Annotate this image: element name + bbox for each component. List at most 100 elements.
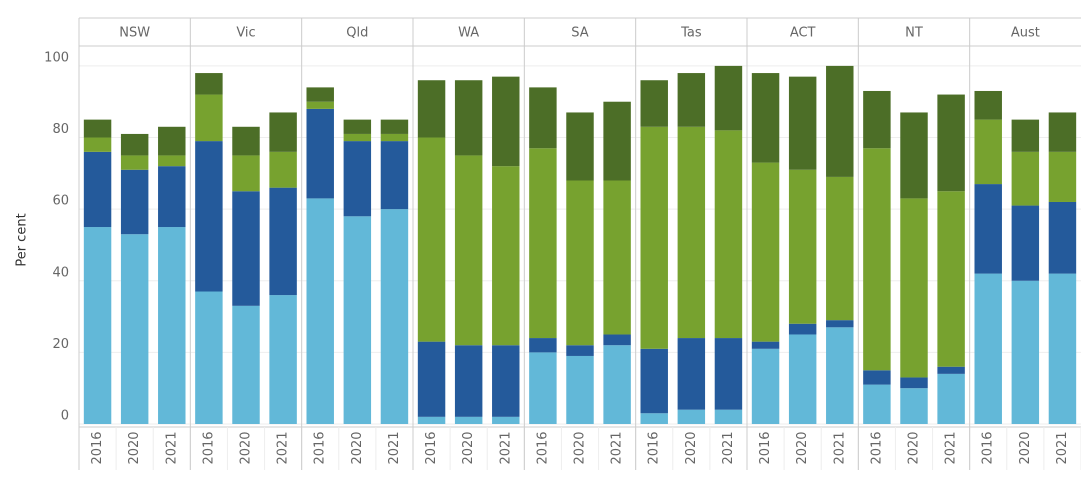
x-tick-label: 2020 bbox=[239, 431, 254, 464]
bar-segment bbox=[788, 323, 817, 335]
bar-segment bbox=[232, 126, 260, 156]
x-tick-label: 2021 bbox=[610, 431, 625, 464]
panel-label: Aust bbox=[1011, 26, 1040, 41]
bar-segment bbox=[529, 338, 557, 353]
panel-label: ACT bbox=[790, 26, 816, 41]
bar-segment bbox=[492, 416, 520, 424]
bar-segment bbox=[974, 273, 1002, 424]
x-tick-label: 2020 bbox=[461, 431, 476, 464]
bar-segment bbox=[83, 151, 112, 228]
x-tick-label: 2016 bbox=[313, 431, 328, 464]
bar-segment bbox=[120, 169, 149, 235]
bar-segment bbox=[900, 388, 928, 424]
bar-segment bbox=[83, 137, 112, 152]
bar-segment bbox=[454, 416, 483, 424]
bar-segment bbox=[751, 341, 780, 349]
x-tick-label: 2020 bbox=[1018, 431, 1033, 464]
bar-segment bbox=[974, 90, 1002, 120]
bar-segment bbox=[232, 191, 260, 306]
bar-segment bbox=[1048, 151, 1077, 202]
bar-segment bbox=[232, 305, 260, 424]
x-tick-label: 2021 bbox=[276, 431, 291, 464]
bar-segment bbox=[788, 334, 817, 424]
x-tick-label: 2020 bbox=[573, 431, 588, 464]
x-tick-label: 2020 bbox=[127, 431, 142, 464]
x-tick-label: 2021 bbox=[944, 431, 959, 464]
bar-segment bbox=[343, 119, 372, 134]
bar-segment bbox=[603, 101, 631, 181]
bar-segment bbox=[380, 133, 409, 142]
bar-segment bbox=[158, 155, 186, 167]
bar-segment bbox=[714, 409, 743, 424]
bar-segment bbox=[343, 141, 372, 217]
bar-segment bbox=[937, 373, 965, 424]
y-tick-label: 80 bbox=[52, 122, 69, 137]
x-tick-label: 2016 bbox=[869, 431, 884, 464]
bar-segment bbox=[1011, 151, 1040, 206]
bar-segment bbox=[492, 345, 520, 417]
bar-segment bbox=[937, 191, 965, 367]
bar-segment bbox=[343, 216, 372, 424]
bar-segment bbox=[603, 334, 631, 346]
bar-segment bbox=[492, 166, 520, 346]
bar-segment bbox=[232, 155, 260, 192]
x-tick-label: 2020 bbox=[907, 431, 922, 464]
panel-label: Vic bbox=[236, 26, 255, 41]
bar-segment bbox=[1048, 273, 1077, 424]
bar-segment bbox=[863, 148, 891, 371]
x-tick-label: 2016 bbox=[758, 431, 773, 464]
bar-segment bbox=[603, 345, 631, 424]
panel-label: Tas bbox=[680, 26, 702, 41]
panel-label: NT bbox=[905, 26, 923, 41]
y-tick-label: 40 bbox=[52, 265, 69, 280]
x-tick-label: 2021 bbox=[1055, 431, 1070, 464]
bar-segment bbox=[158, 227, 186, 424]
bar-segment bbox=[417, 416, 446, 424]
bar-segment bbox=[677, 73, 706, 127]
bar-segment bbox=[380, 141, 409, 210]
bar-segment bbox=[826, 320, 854, 328]
bar-segment bbox=[640, 126, 668, 349]
bar-segment bbox=[83, 227, 112, 424]
bar-segment bbox=[120, 133, 149, 156]
panel-label: NSW bbox=[119, 26, 150, 41]
bar-segment bbox=[714, 130, 743, 339]
bar-segment bbox=[1048, 112, 1077, 152]
bar-segment bbox=[454, 345, 483, 417]
bar-segment bbox=[826, 176, 854, 321]
bar-segment bbox=[83, 119, 112, 138]
x-tick-label: 2021 bbox=[387, 431, 402, 464]
bar-segment bbox=[900, 377, 928, 389]
bar-segment bbox=[974, 184, 1002, 274]
bar-segment bbox=[566, 345, 594, 356]
bar-segment bbox=[343, 133, 372, 142]
bar-segment bbox=[640, 348, 668, 414]
bar-segment bbox=[714, 65, 743, 131]
y-tick-label: 100 bbox=[44, 50, 69, 65]
bar-segment bbox=[900, 198, 928, 378]
bar-segment bbox=[269, 112, 297, 152]
x-tick-label: 2020 bbox=[795, 431, 810, 464]
bar-segment bbox=[1011, 280, 1040, 424]
bar-segment bbox=[492, 76, 520, 167]
bar-segment bbox=[158, 126, 186, 156]
bar-segment bbox=[306, 87, 334, 102]
x-tick-label: 2021 bbox=[721, 431, 736, 464]
bar-segment bbox=[158, 166, 186, 228]
bar-segment bbox=[863, 384, 891, 424]
bar-segment bbox=[974, 119, 1002, 185]
bar-segment bbox=[1011, 205, 1040, 281]
bar-segment bbox=[751, 73, 780, 163]
bar-segment bbox=[788, 169, 817, 324]
bar-segment bbox=[751, 348, 780, 424]
bar-segment bbox=[640, 413, 668, 424]
bar-segment bbox=[640, 80, 668, 127]
bar-segment bbox=[1048, 201, 1077, 274]
bar-segment bbox=[454, 155, 483, 346]
panel-label: Qld bbox=[346, 26, 368, 41]
bar-segment bbox=[120, 155, 149, 170]
bar-segment bbox=[306, 198, 334, 424]
bar-segment bbox=[417, 80, 446, 138]
bar-segment bbox=[417, 341, 446, 417]
